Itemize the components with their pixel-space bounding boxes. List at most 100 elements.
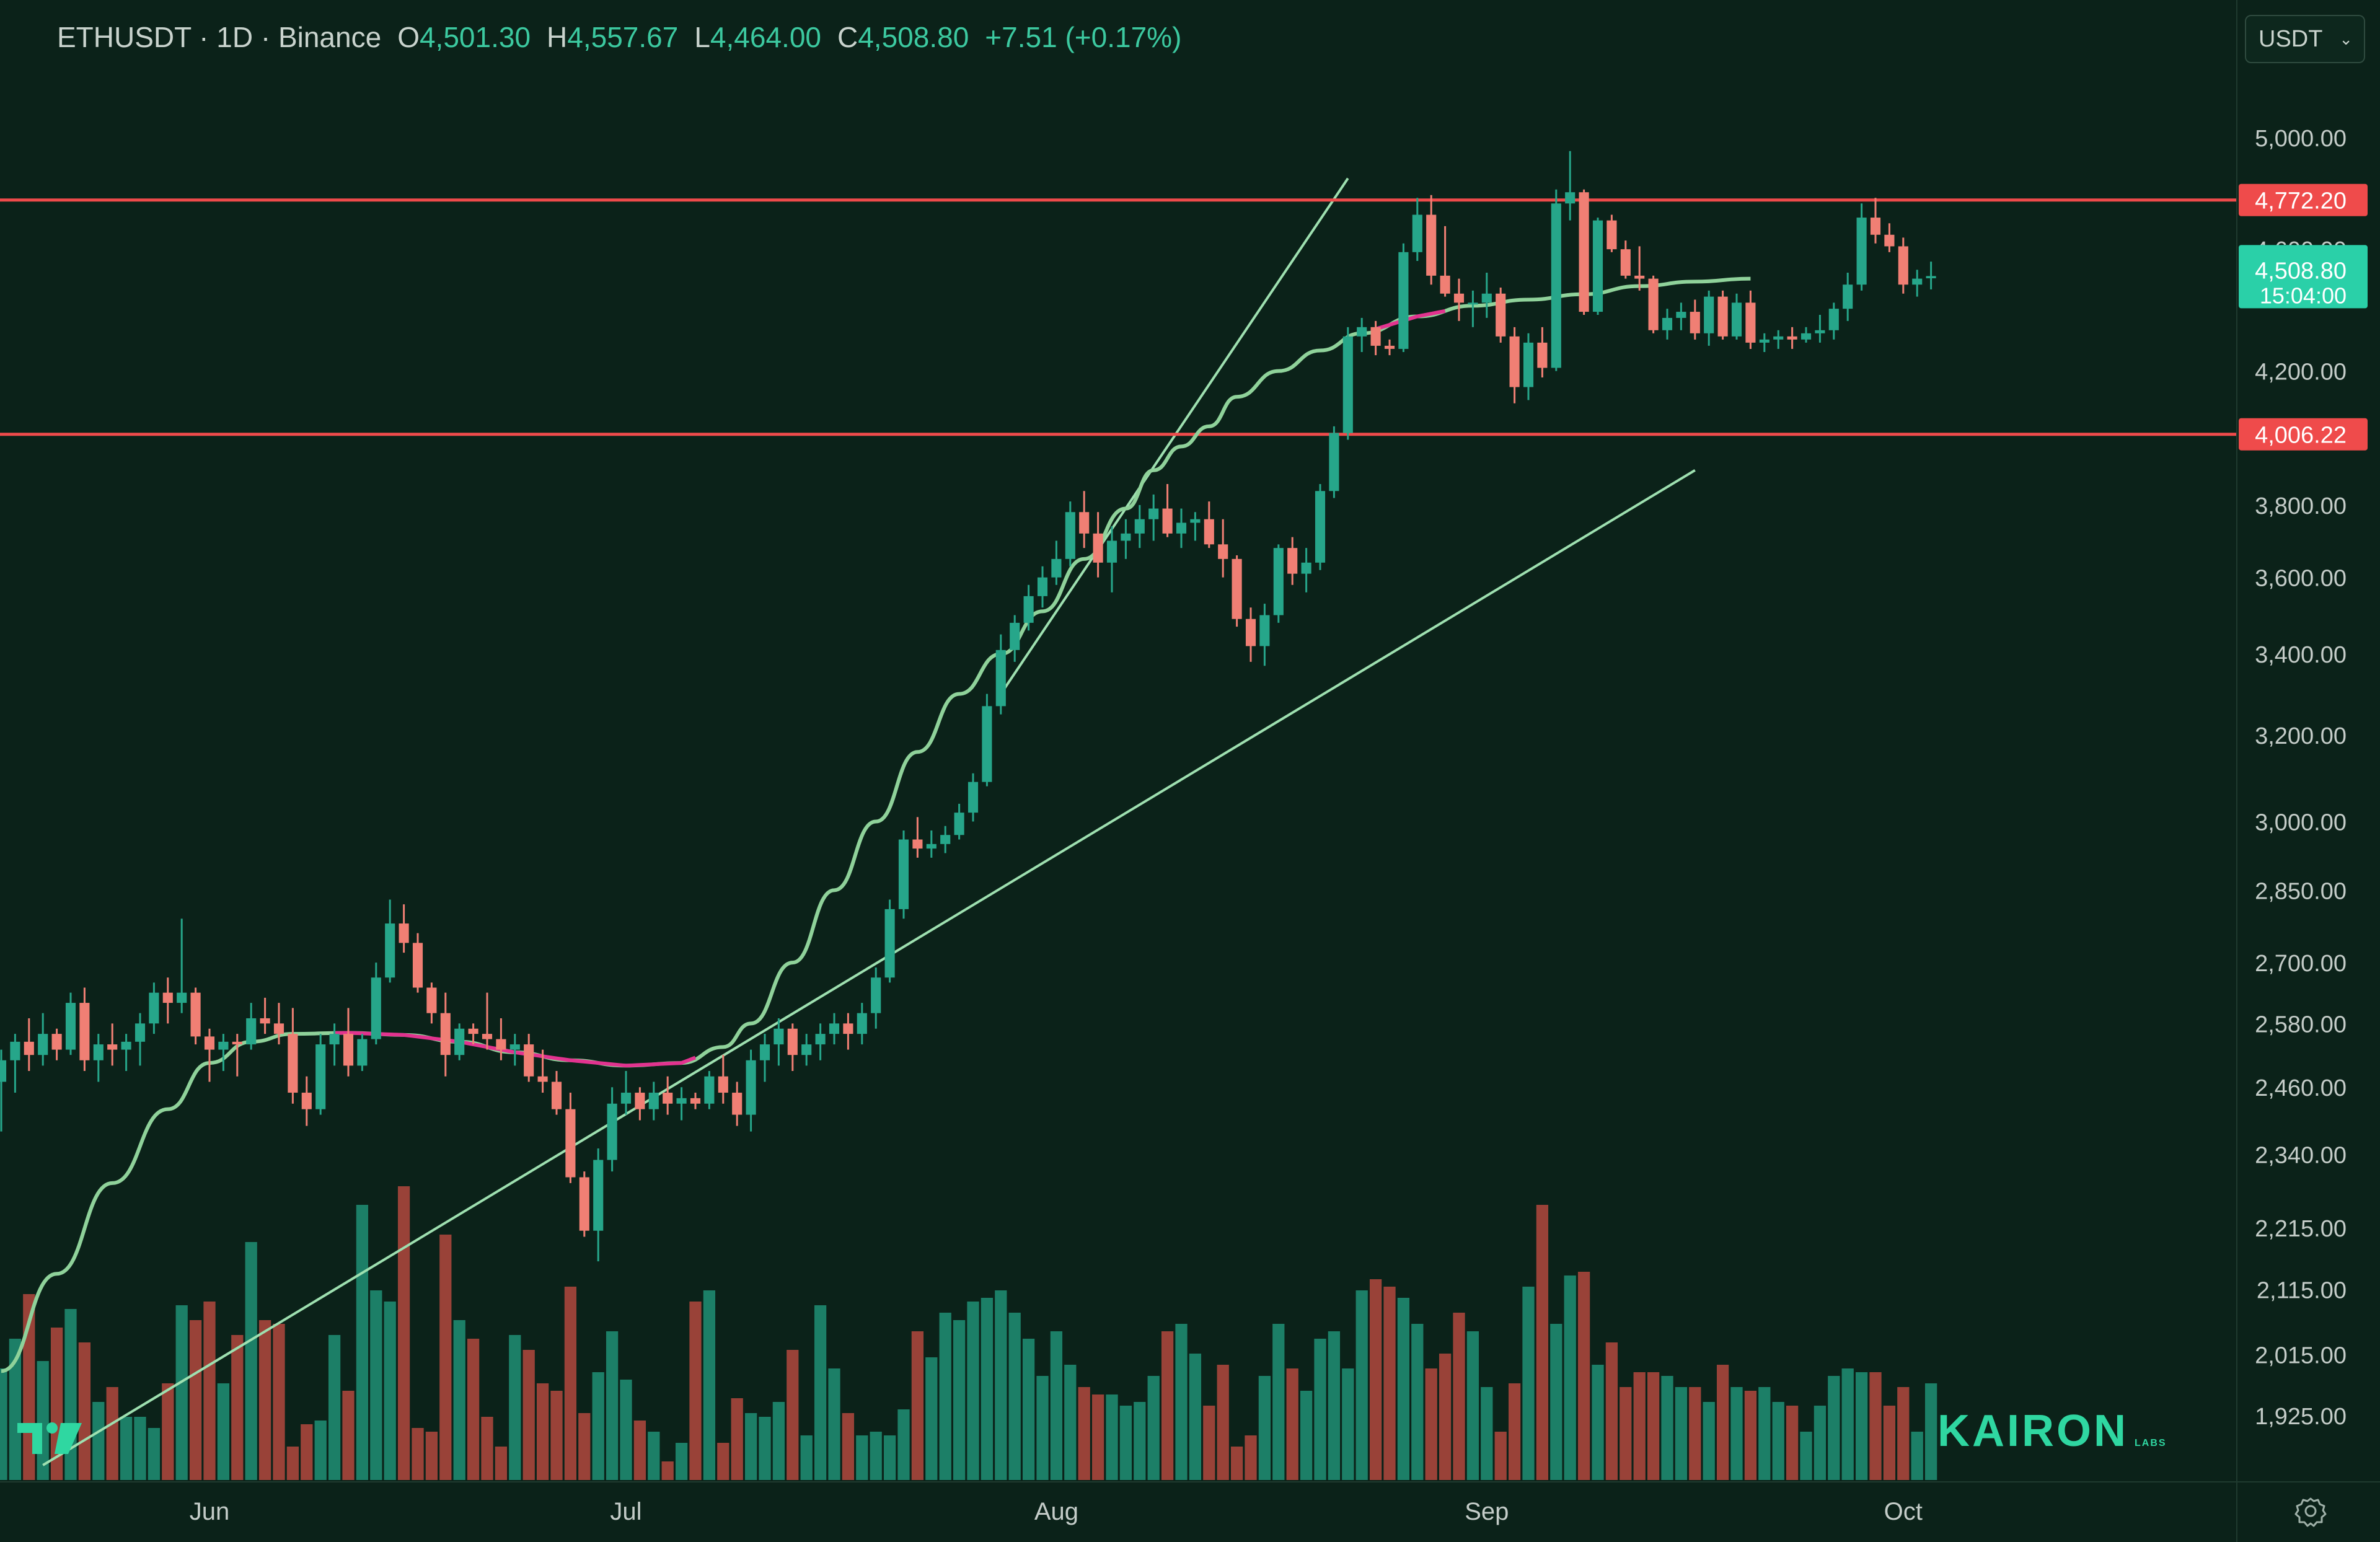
price-axis[interactable]: 5,000.004,600.004,200.003,800.003,600.00… <box>2239 126 2368 1430</box>
candle <box>385 899 395 983</box>
candle <box>759 1034 770 1082</box>
symbol-title[interactable]: ETHUSDT · 1D · Binance <box>57 21 382 53</box>
trendline <box>1000 177 1349 695</box>
candle-body <box>1676 312 1686 318</box>
volume-bar <box>842 1413 855 1480</box>
volume-bar <box>1050 1331 1063 1480</box>
candle <box>537 1049 548 1093</box>
candle <box>134 1013 146 1066</box>
settings-gear-icon[interactable] <box>2293 1494 2328 1528</box>
level-price-tag <box>2239 418 2368 451</box>
candle <box>204 1028 215 1082</box>
candle <box>162 977 173 1024</box>
volume-bar <box>550 1391 563 1480</box>
candle-body <box>1453 293 1465 303</box>
candle <box>1592 218 1603 315</box>
candle <box>1218 519 1228 578</box>
candle-body <box>774 1028 784 1045</box>
volume-bar <box>1869 1372 1882 1480</box>
candle-body <box>134 1023 146 1042</box>
candle-body <box>1606 220 1617 250</box>
tradingview-logo-icon <box>17 1422 82 1454</box>
candle <box>509 1034 520 1066</box>
candle <box>663 1076 673 1115</box>
candle-body <box>1731 302 1742 337</box>
candle <box>399 904 409 953</box>
price-tick-label: 3,800.00 <box>2255 493 2347 519</box>
volume-bar <box>689 1302 702 1480</box>
volume-bar <box>939 1313 951 1480</box>
candle <box>871 967 881 1029</box>
candle <box>732 1082 743 1126</box>
volume-bar <box>1161 1331 1174 1480</box>
candle <box>1815 314 1825 343</box>
volume-bar <box>78 1342 91 1480</box>
candle <box>1800 327 1812 343</box>
candle <box>1023 584 1034 631</box>
candle <box>995 634 1006 715</box>
candle <box>1634 246 1645 291</box>
trendline <box>42 469 1696 1466</box>
volume-bar <box>633 1421 646 1480</box>
candle <box>1106 526 1117 593</box>
candle-body <box>232 1041 242 1045</box>
candle-body <box>1426 214 1437 276</box>
volume-bar <box>1425 1368 1437 1480</box>
kairon-watermark-logo: KAIRON LABS <box>1937 1406 2167 1456</box>
candle <box>704 1071 715 1109</box>
volume-bar <box>897 1409 910 1480</box>
candle <box>190 987 201 1045</box>
candle <box>1398 243 1409 353</box>
candle <box>1759 333 1770 353</box>
volume-bar <box>1855 1372 1868 1480</box>
volume-bar <box>1828 1376 1840 1480</box>
bar-countdown-label: 15:04:00 <box>2260 283 2347 308</box>
volume-bar <box>1703 1402 1715 1480</box>
volume-bar <box>1730 1387 1743 1480</box>
volume-bar <box>648 1432 660 1480</box>
candle <box>1565 151 1576 221</box>
candle <box>1301 548 1311 593</box>
candle-body <box>926 844 937 849</box>
candle-body <box>898 839 909 909</box>
candle <box>1676 302 1686 330</box>
candle-body <box>1148 508 1159 519</box>
horizontal-levels[interactable] <box>0 198 2236 436</box>
volume-bar <box>828 1368 840 1480</box>
candle-body <box>1523 342 1534 387</box>
candle-body <box>1481 293 1492 303</box>
currency-select[interactable]: USDT ⌄ <box>2245 15 2365 63</box>
volume-bar <box>1508 1383 1521 1480</box>
volume-bar <box>1258 1376 1271 1480</box>
volume-bar <box>592 1372 604 1480</box>
candle-body <box>1342 336 1353 433</box>
volume-bar <box>120 1417 133 1480</box>
candle-body <box>65 1003 76 1050</box>
volume-bar <box>495 1447 508 1480</box>
open-label: O <box>397 21 420 53</box>
candle <box>1828 302 1839 340</box>
candle <box>635 1087 645 1121</box>
volume-bars <box>0 1186 1937 1480</box>
candle <box>1453 278 1465 321</box>
candle <box>815 1023 826 1060</box>
candle-body <box>1537 342 1548 368</box>
candle <box>371 963 381 1045</box>
candle-body <box>1079 512 1090 534</box>
candle <box>218 1034 229 1072</box>
time-axis[interactable]: Jun Jul Aug Sep Oct <box>190 1498 1923 1525</box>
candle <box>954 803 964 840</box>
candle-body <box>1745 302 1756 343</box>
candle-body <box>1065 512 1075 559</box>
candle-body <box>1926 276 1936 278</box>
candle <box>565 1093 576 1183</box>
volume-bar <box>1716 1365 1729 1480</box>
candle-body <box>801 1044 812 1055</box>
volume-bar <box>1230 1447 1243 1480</box>
volume-bar <box>1245 1435 1257 1480</box>
volume-bar <box>245 1242 257 1480</box>
candle <box>1870 198 1881 244</box>
volume-bar <box>1411 1324 1424 1480</box>
candle <box>774 1018 784 1066</box>
